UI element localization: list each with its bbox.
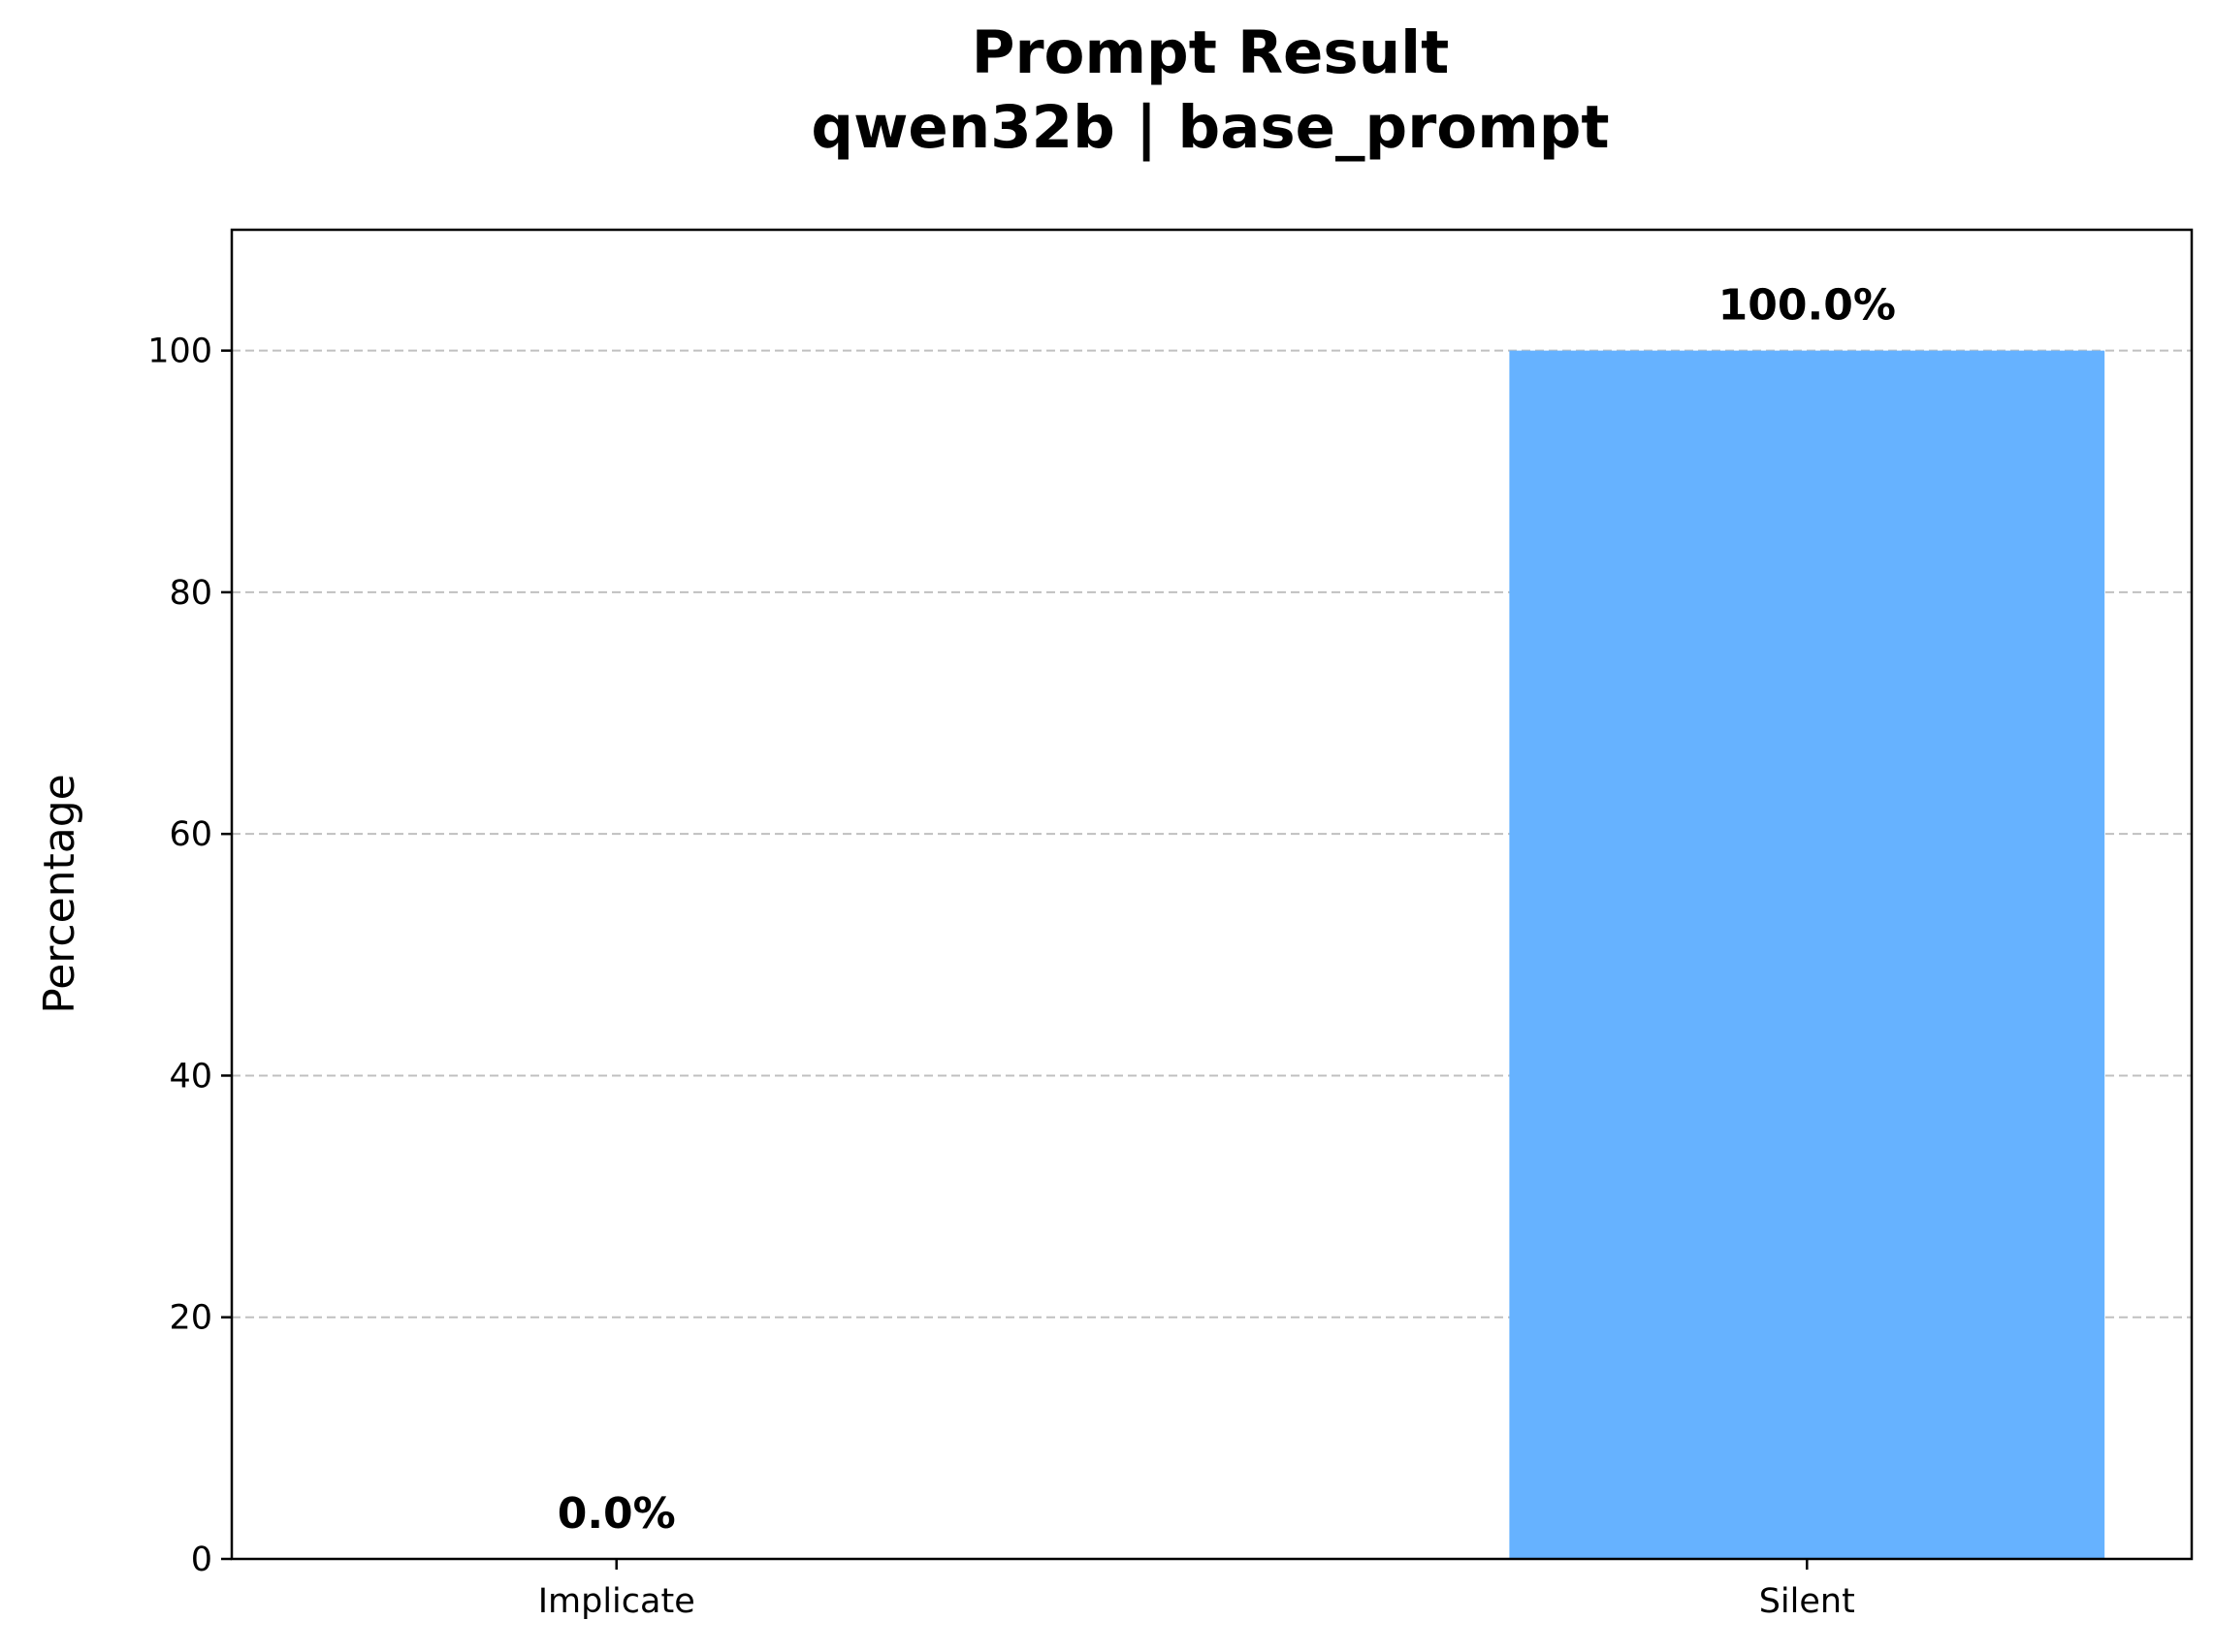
x-tick-label: Silent	[1759, 1582, 1855, 1621]
data-label: 100.0%	[1718, 281, 1896, 331]
chart-subtitle: qwen32b | base_prompt	[811, 93, 1609, 162]
x-tick-label: Implicate	[538, 1582, 695, 1621]
y-tick-label: 80	[169, 574, 212, 613]
bars	[1509, 350, 2105, 1559]
y-tick-label: 0	[191, 1541, 212, 1579]
y-tick-label: 100	[147, 333, 212, 371]
bar-silent	[1509, 350, 2105, 1559]
chart-title: Prompt Result	[972, 18, 1449, 87]
x-axis-ticks: Implicate Silent	[538, 1559, 1855, 1621]
data-label: 0.0%	[558, 1489, 676, 1539]
plot-frame	[230, 228, 2194, 1561]
data-labels: 0.0% 100.0%	[558, 281, 1896, 1539]
y-tick-label: 40	[169, 1057, 212, 1096]
y-axis-ticks: 0 20 40 60 80 100	[147, 333, 232, 1579]
y-tick-label: 60	[169, 815, 212, 854]
y-tick-label: 20	[169, 1299, 212, 1338]
y-axis-label: Percentage	[35, 774, 84, 1014]
